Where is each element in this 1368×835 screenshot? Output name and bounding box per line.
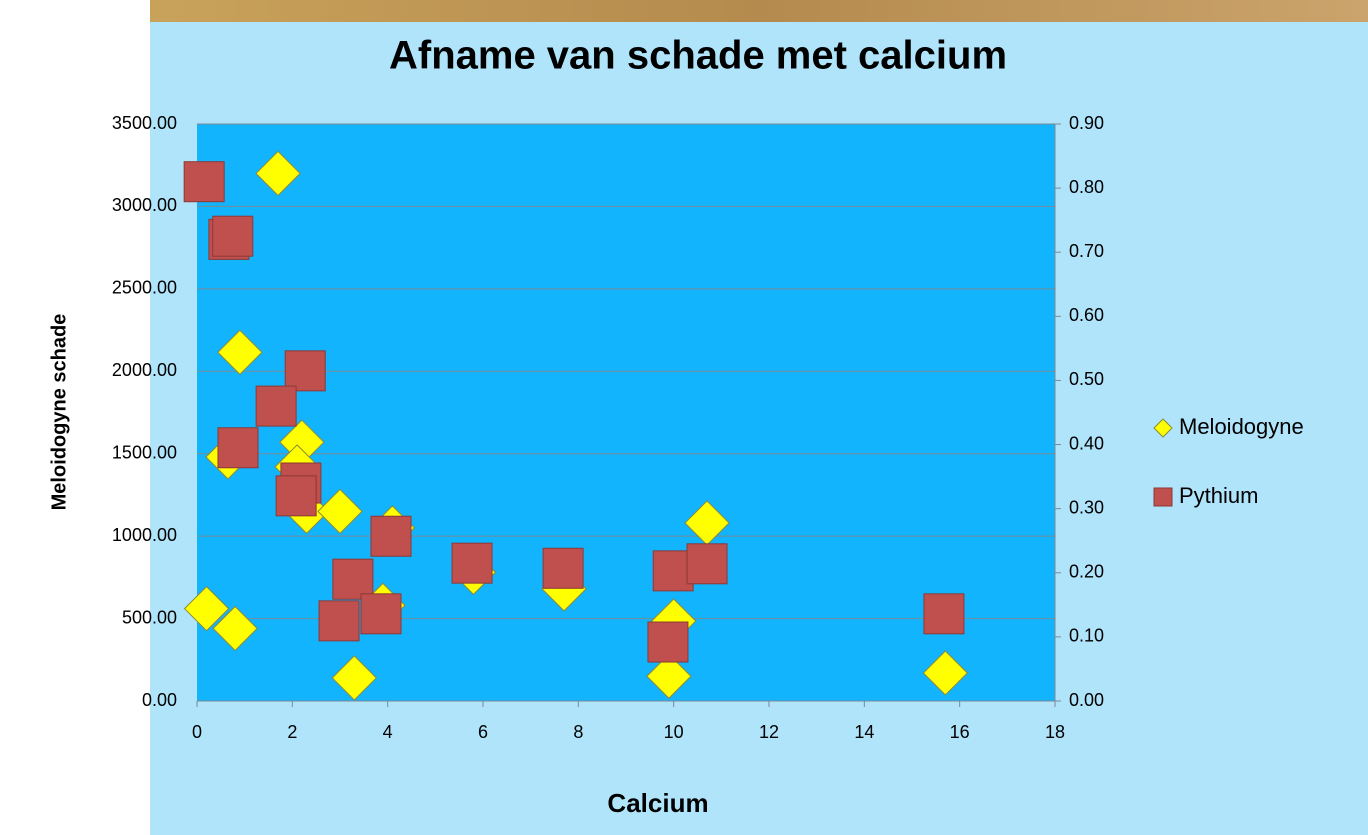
y-tick-label: 1000.00: [112, 525, 177, 545]
y2-tick-label: 0.20: [1069, 562, 1104, 582]
point: [451, 542, 493, 584]
y2-tick-label: 0.10: [1069, 626, 1104, 646]
legend-label: Meloidogyne: [1179, 414, 1304, 439]
chart-title: Afname van schade met calcium: [389, 34, 1007, 78]
point: [255, 150, 301, 197]
y-tick-label: 1500.00: [112, 442, 177, 462]
y2-tick-label: 0.80: [1069, 177, 1104, 197]
y2-tick-label: 0.50: [1069, 369, 1104, 389]
x-tick-label: 0: [192, 722, 202, 742]
point: [183, 585, 230, 632]
x-tick-label: 14: [854, 722, 874, 742]
legend-marker: [1153, 418, 1173, 438]
point: [212, 605, 258, 652]
x-tick-label: 6: [478, 722, 488, 742]
point: [331, 655, 378, 701]
point: [686, 543, 728, 585]
x-tick-label: 12: [759, 722, 779, 742]
y2-tick-label: 0.40: [1069, 433, 1104, 453]
x-axis-title: Calcium: [607, 788, 708, 818]
point: [317, 488, 363, 535]
y-tick-label: 3500.00: [112, 113, 177, 133]
point: [217, 427, 259, 469]
decorative-strip: [150, 0, 1368, 22]
point: [542, 547, 584, 589]
y2-tick-label: 0.60: [1069, 305, 1104, 325]
point: [217, 329, 263, 376]
point: [275, 475, 317, 517]
point: [923, 593, 965, 635]
y2-tick-label: 0.30: [1069, 497, 1104, 517]
y-tick-label: 2500.00: [112, 278, 177, 298]
y-axis-title: Meloidogyne schade: [48, 314, 70, 511]
point: [360, 593, 402, 635]
y2-tick-label: 0.70: [1069, 241, 1104, 261]
x-tick-label: 4: [383, 722, 393, 742]
y2-tick-label: 0.90: [1069, 113, 1104, 133]
x-tick-label: 18: [1045, 722, 1065, 742]
x-tick-label: 16: [950, 722, 970, 742]
y-tick-label: 2000.00: [112, 360, 177, 380]
point: [318, 600, 360, 642]
y-tick-label: 0.00: [142, 690, 177, 710]
point: [255, 385, 297, 427]
point: [183, 161, 225, 203]
y-tick-label: 500.00: [122, 607, 177, 627]
x-tick-label: 8: [573, 722, 583, 742]
y2-tick-label: 0.00: [1069, 690, 1104, 710]
point: [652, 550, 694, 592]
legend-label: Pythium: [1179, 483, 1258, 508]
x-tick-label: 2: [287, 722, 297, 742]
point: [332, 558, 374, 600]
legend-marker: [1153, 487, 1173, 507]
point: [370, 515, 412, 557]
point: [284, 350, 326, 392]
point: [922, 650, 969, 696]
point: [647, 621, 689, 663]
x-tick-label: 10: [664, 722, 684, 742]
point: [646, 653, 692, 699]
point: [212, 215, 254, 257]
y-tick-label: 3000.00: [112, 195, 177, 215]
